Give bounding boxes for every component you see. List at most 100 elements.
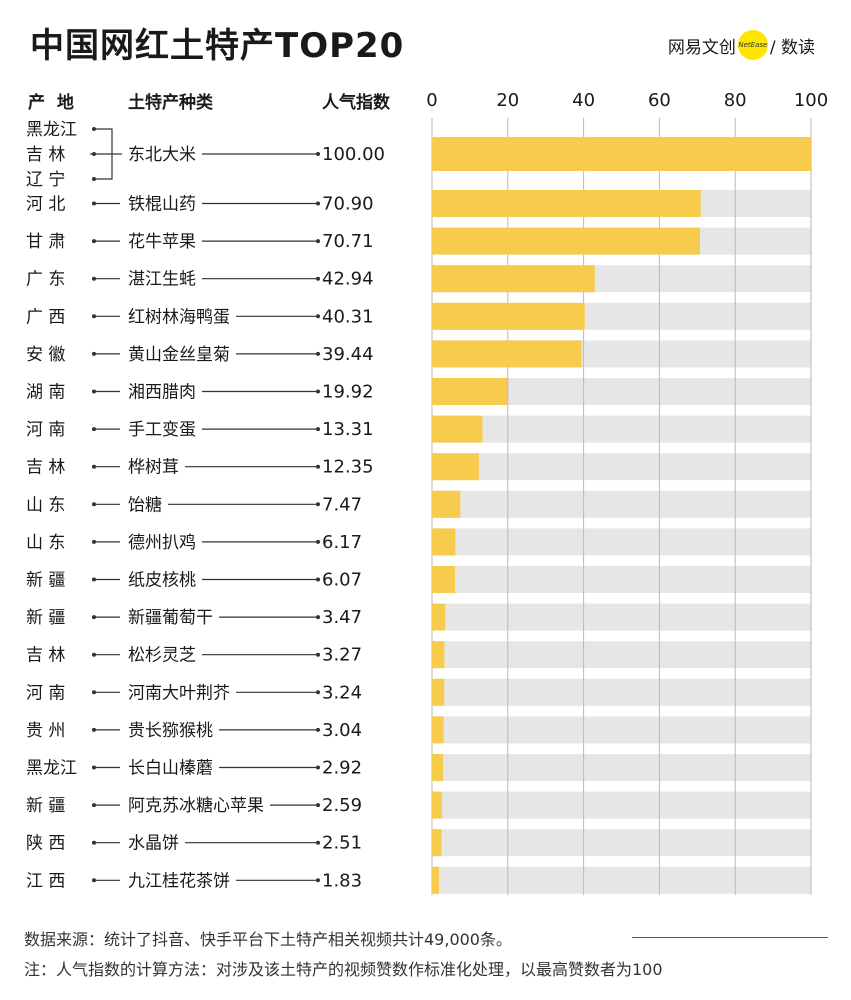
bar <box>432 791 442 819</box>
bar-track <box>432 603 811 631</box>
connector-dot <box>92 152 96 156</box>
origin-label: 新 疆 <box>26 796 65 816</box>
origin-label: 陕 西 <box>26 834 65 854</box>
bar-track <box>432 791 811 819</box>
connector-dot <box>92 652 96 657</box>
connector-dot <box>316 727 320 732</box>
bar <box>432 528 456 556</box>
value-label: 12.35 <box>322 457 374 478</box>
bar-track <box>432 678 811 706</box>
connector-dot <box>316 765 320 770</box>
brand-badge-icon: NetEase <box>737 30 768 60</box>
connector-dot <box>92 502 96 507</box>
product-label: 贵长猕猴桃 <box>128 721 213 741</box>
product-label: 水晶饼 <box>128 834 179 854</box>
bar <box>432 678 445 706</box>
product-label: 桦树茸 <box>128 458 179 478</box>
origin-label: 湖 南 <box>26 383 65 403</box>
product-label: 铁棍山药 <box>128 195 196 215</box>
connector-dot <box>92 464 96 469</box>
bar <box>432 641 445 669</box>
product-label: 红树林海鸭蛋 <box>128 307 230 327</box>
connector-dot <box>316 239 320 244</box>
bar <box>432 566 456 593</box>
origin-label: 新 疆 <box>26 608 65 628</box>
connector-dot <box>92 351 96 356</box>
value-label: 6.07 <box>322 570 362 591</box>
product-label: 德州扒鸡 <box>128 533 196 553</box>
connector-dot <box>316 276 320 281</box>
origin-label: 河 南 <box>26 683 65 703</box>
value-label: 6.17 <box>322 532 362 553</box>
value-label: 70.71 <box>322 231 374 252</box>
connector-dot <box>316 840 320 845</box>
value-label: 2.59 <box>322 795 362 816</box>
column-header-index: 人气指数 <box>322 93 390 113</box>
bar-track <box>432 716 811 744</box>
bar <box>432 137 811 171</box>
connector-dot <box>316 577 320 582</box>
connector-dot <box>316 427 320 432</box>
value-label: 39.44 <box>322 344 374 365</box>
origin-label: 新 疆 <box>26 571 65 591</box>
connector-dot <box>316 615 320 620</box>
connector-dot <box>316 389 320 394</box>
product-label: 新疆葡萄干 <box>128 608 213 628</box>
origin-label: 贵 州 <box>26 721 65 741</box>
bar-track <box>432 829 811 857</box>
product-label: 手工变蛋 <box>128 420 196 440</box>
bar <box>432 227 700 255</box>
bar-track <box>432 415 811 443</box>
origin-label: 河 南 <box>26 420 65 440</box>
origin-label: 黑龙江 <box>26 759 77 779</box>
method-note: 注：人气指数的计算方法：对涉及该土特产的视频赞数作标准化处理，以最高赞数者为10… <box>24 960 663 979</box>
brand-section: / 数读 <box>769 37 815 58</box>
brand-name: 网易文创 <box>667 37 736 58</box>
origin-label: 吉 林 <box>26 145 65 165</box>
value-label: 3.24 <box>322 682 362 703</box>
origin-label: 山 东 <box>26 533 65 553</box>
connector-dot <box>92 727 96 732</box>
value-label: 19.92 <box>322 382 374 403</box>
connector-dot <box>92 765 96 770</box>
value-label: 2.51 <box>322 833 362 854</box>
connector-dot <box>316 502 320 507</box>
value-label: 40.31 <box>322 306 374 327</box>
product-label: 黄山金丝皇菊 <box>128 345 230 365</box>
connector-dot <box>92 690 96 695</box>
bar <box>432 190 701 217</box>
value-label: 70.90 <box>322 194 374 215</box>
bar <box>432 603 446 631</box>
origin-label: 山 东 <box>26 495 65 515</box>
connector-dot <box>92 577 96 582</box>
source-divider <box>632 937 828 938</box>
connector-dot <box>316 152 320 156</box>
x-tick-label: 0 <box>426 90 437 111</box>
product-label: 长白山榛蘑 <box>128 759 213 779</box>
bar <box>432 829 442 857</box>
origin-label: 河 北 <box>26 195 65 215</box>
x-tick-label: 40 <box>572 90 595 111</box>
bar-track <box>432 754 811 781</box>
product-label: 松杉灵芝 <box>128 646 196 666</box>
bar <box>432 340 582 368</box>
origin-label: 安 徽 <box>26 345 65 365</box>
product-label: 饴糖 <box>128 495 162 515</box>
connector-dot <box>316 652 320 657</box>
column-header-origin: 产 地 <box>28 93 74 113</box>
value-label: 100.00 <box>322 144 385 165</box>
connector-dot <box>316 878 320 883</box>
product-label: 东北大米 <box>128 145 196 165</box>
bar <box>432 265 595 293</box>
connector-dot <box>316 314 320 319</box>
connector-dot <box>92 840 96 845</box>
value-label: 3.04 <box>322 720 362 741</box>
bar <box>432 378 508 405</box>
connector-dot <box>316 464 320 469</box>
bar-track <box>432 528 811 556</box>
bar <box>432 866 439 894</box>
bar <box>432 490 461 518</box>
data-source-note: 数据来源：统计了抖音、快手平台下土特产相关视频共计49,000条。 <box>24 930 512 949</box>
connector-dot <box>92 239 96 244</box>
bar-track <box>432 453 811 481</box>
